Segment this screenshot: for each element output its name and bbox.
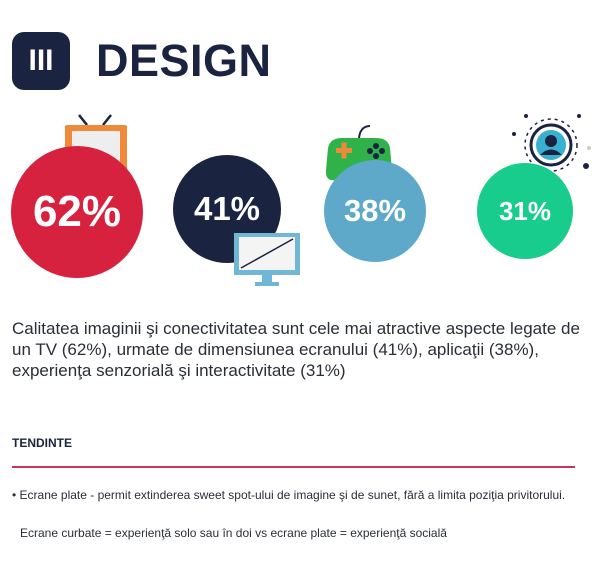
- stat-circle-31: 31%: [477, 163, 573, 259]
- stat-value: 62%: [32, 187, 122, 236]
- section-header: III DESIGN: [12, 32, 272, 90]
- trends-heading: TENDINTE: [12, 436, 72, 450]
- trend-bullet-flat-screens: • Ecrane plate - permit extinderea sweet…: [12, 488, 566, 502]
- section-number-badge: III: [12, 32, 70, 90]
- monitor-icon: [234, 233, 300, 286]
- stat-value: 41%: [193, 190, 261, 227]
- user-avatar-icon: [512, 114, 591, 172]
- stat-value: 31%: [498, 195, 552, 226]
- description-text: Calitatea imaginii şi conectivitatea sun…: [12, 319, 580, 380]
- trend-bullet-curved-screens: Ecrane curbate = experienţă solo sau în …: [20, 526, 447, 540]
- page-title: DESIGN: [96, 35, 272, 86]
- trends-divider: [12, 466, 575, 468]
- stat-circle-62: 62%: [11, 146, 143, 278]
- stat-value: 38%: [343, 193, 407, 228]
- stat-circle-38: 38%: [324, 160, 426, 262]
